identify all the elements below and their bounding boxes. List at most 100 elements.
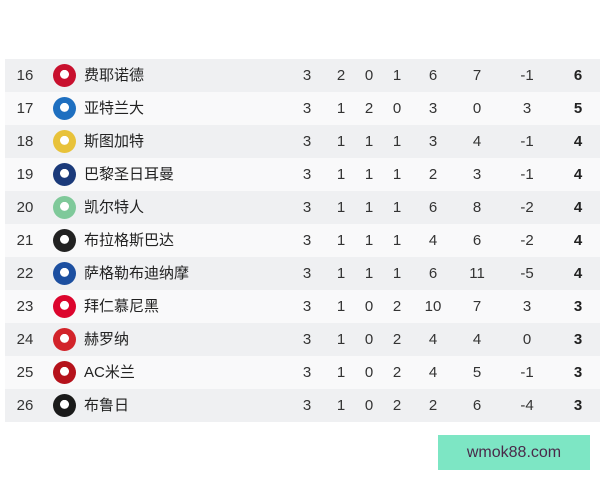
table-row[interactable]: 17 亚特兰大 3 1 2 0 3 0 3 5: [5, 92, 600, 125]
cell-pts: 4: [573, 166, 583, 183]
cell-pts: 4: [573, 232, 583, 249]
table-row[interactable]: 24 赫罗纳 3 1 0 2 4 4 0 3: [5, 323, 600, 356]
cell-team: 萨格勒布迪纳摩: [84, 265, 190, 282]
cell-pts: 3: [573, 331, 583, 348]
cell-team: AC米兰: [84, 364, 135, 381]
cell-rank: 25: [16, 364, 34, 381]
cell-pts: 3: [573, 298, 583, 315]
cell-gd: -1: [520, 67, 534, 84]
cell-d: 1: [364, 232, 374, 249]
cell-p: 3: [302, 331, 312, 348]
cell-pts: 6: [573, 67, 583, 84]
cell-gf: 4: [428, 232, 438, 249]
cell-rank: 16: [16, 67, 34, 84]
ac-milan-logo: [53, 361, 76, 384]
cell-gd: -1: [520, 166, 534, 183]
cell-d: 0: [364, 397, 374, 414]
table-row[interactable]: 18 斯图加特 3 1 1 1 3 4 -1 4: [5, 125, 600, 158]
cell-gd: -2: [520, 232, 534, 249]
cell-ga: 0: [472, 100, 482, 117]
cell-p: 3: [302, 265, 312, 282]
cell-gf: 3: [428, 100, 438, 117]
celtic-logo: [53, 196, 76, 219]
cell-l: 2: [392, 364, 402, 381]
table-row[interactable]: 26 布鲁日 3 1 0 2 2 6 -4 3: [5, 389, 600, 422]
cell-pts: 3: [573, 397, 583, 414]
table-row[interactable]: 19 巴黎圣日耳曼 3 1 1 1 2 3 -1 4: [5, 158, 600, 191]
cell-gd: 3: [522, 100, 532, 117]
cell-gd: -5: [520, 265, 534, 282]
cell-gf: 3: [428, 133, 438, 150]
cell-p: 3: [302, 100, 312, 117]
cell-w: 1: [336, 331, 346, 348]
cell-pts: 3: [573, 364, 583, 381]
cell-team: 凯尔特人: [84, 199, 145, 216]
cell-rank: 23: [16, 298, 34, 315]
cell-gd: 3: [522, 298, 532, 315]
cell-w: 2: [336, 67, 346, 84]
cell-gf: 6: [428, 199, 438, 216]
cell-gd: -1: [520, 133, 534, 150]
bayern-logo: [53, 295, 76, 318]
cell-gf: 10: [424, 298, 442, 315]
table-row[interactable]: 23 拜仁慕尼黑 3 1 0 2 10 7 3 3: [5, 290, 600, 323]
cell-ga: 7: [472, 67, 482, 84]
cell-ga: 11: [469, 265, 485, 282]
cell-d: 1: [364, 133, 374, 150]
cell-l: 1: [392, 166, 402, 183]
cell-pts: 4: [573, 199, 583, 216]
cell-l: 1: [392, 67, 402, 84]
cell-l: 1: [392, 199, 402, 216]
table-row[interactable]: 16 费耶诺德 3 2 0 1 6 7 -1 6: [5, 59, 600, 92]
cell-team: 赫罗纳: [84, 331, 130, 348]
cell-ga: 6: [472, 397, 482, 414]
cell-w: 1: [336, 100, 346, 117]
cell-rank: 24: [16, 331, 34, 348]
sparta-prague-logo: [53, 229, 76, 252]
cell-w: 1: [336, 166, 346, 183]
cell-rank: 22: [16, 265, 34, 282]
cell-gd: -2: [520, 199, 534, 216]
cell-team: 费耶诺德: [84, 67, 145, 84]
cell-w: 1: [336, 265, 346, 282]
girona-logo: [53, 328, 76, 351]
dinamo-zagreb-logo: [53, 262, 76, 285]
cell-gd: 0: [522, 331, 532, 348]
cell-gf: 2: [428, 397, 438, 414]
cell-p: 3: [302, 364, 312, 381]
cell-pts: 4: [573, 265, 583, 282]
watermark: wmok88.com: [438, 435, 590, 470]
cell-w: 1: [336, 397, 346, 414]
club-brugge-logo: [53, 394, 76, 417]
cell-team: 巴黎圣日耳曼: [84, 166, 175, 183]
cell-rank: 19: [16, 166, 34, 183]
cell-w: 1: [336, 199, 346, 216]
cell-d: 0: [364, 67, 374, 84]
cell-rank: 21: [16, 232, 34, 249]
cell-rank: 18: [16, 133, 34, 150]
cell-ga: 3: [472, 166, 482, 183]
feyenoord-logo: [53, 64, 76, 87]
atalanta-logo: [53, 97, 76, 120]
psg-logo: [53, 163, 76, 186]
cell-ga: 5: [472, 364, 482, 381]
cell-w: 1: [336, 232, 346, 249]
cell-w: 1: [336, 298, 346, 315]
standings-table: 16 费耶诺德 3 2 0 1 6 7 -1 6 17 亚特兰大 3 1 2 0 3 0 3 5 18 斯图加特 3 1 1 1 3…: [5, 59, 600, 422]
table-row[interactable]: 21 布拉格斯巴达 3 1 1 1 4 6 -2 4: [5, 224, 600, 257]
cell-w: 1: [336, 133, 346, 150]
cell-gf: 6: [428, 67, 438, 84]
cell-l: 2: [392, 331, 402, 348]
cell-pts: 5: [573, 100, 583, 117]
cell-w: 1: [336, 364, 346, 381]
table-row[interactable]: 22 萨格勒布迪纳摩 3 1 1 1 6 11 -5 4: [5, 257, 600, 290]
cell-team: 斯图加特: [84, 133, 145, 150]
cell-gf: 2: [428, 166, 438, 183]
cell-d: 0: [364, 331, 374, 348]
cell-gf: 6: [428, 265, 438, 282]
cell-l: 2: [392, 298, 402, 315]
table-row[interactable]: 20 凯尔特人 3 1 1 1 6 8 -2 4: [5, 191, 600, 224]
table-row[interactable]: 25 AC米兰 3 1 0 2 4 5 -1 3: [5, 356, 600, 389]
stuttgart-logo: [53, 130, 76, 153]
cell-gf: 4: [428, 364, 438, 381]
